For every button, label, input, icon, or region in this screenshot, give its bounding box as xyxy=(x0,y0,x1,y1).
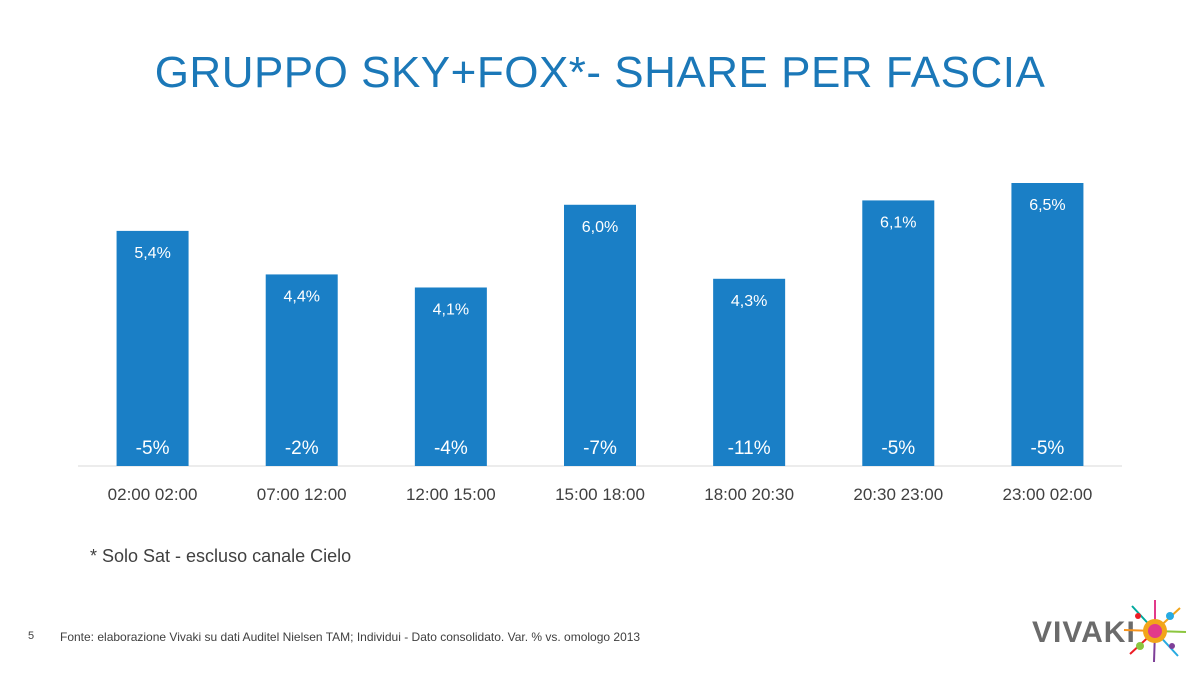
bar-2 xyxy=(265,274,338,466)
bar-value-label-5: 4,3% xyxy=(731,293,767,310)
bar-variation-label-5: -11% xyxy=(728,438,771,459)
bar-value-label-4: 6,0% xyxy=(582,219,618,236)
bar-6 xyxy=(862,200,935,466)
bar-value-label-7: 6,5% xyxy=(1029,197,1065,214)
bar-value-label-3: 4,1% xyxy=(433,301,469,318)
bar-value-label-1: 5,4% xyxy=(134,245,170,262)
x-tick-label-7: 23:00 02:00 xyxy=(1003,485,1093,504)
bar-variation-label-7: -5% xyxy=(1031,438,1065,459)
bar-value-label-6: 6,1% xyxy=(880,214,916,231)
bar-chart: 5,4% -5% 02:00 02:00 4,4% -2% 07:00 12:00 4,1%… xyxy=(78,183,1122,504)
page-title: GRUPPO SKY+FOX*- SHARE PER FASCIA xyxy=(154,48,1046,97)
bar-1 xyxy=(116,230,189,466)
footnote: * Solo Sat - escluso canale Cielo xyxy=(90,546,352,566)
vivaki-logo-icon xyxy=(1123,600,1187,663)
x-tick-label-6: 20:30 23:00 xyxy=(853,485,943,504)
x-tick-label-2: 07:00 12:00 xyxy=(257,485,347,504)
bar-variation-label-6: -5% xyxy=(881,438,915,459)
x-tick-label-5: 18:00 20:30 xyxy=(704,485,794,504)
bar-7 xyxy=(1011,183,1084,466)
x-tick-label-1: 02:00 02:00 xyxy=(108,485,198,504)
bar-4 xyxy=(564,204,636,466)
page-number: 5 xyxy=(28,630,35,642)
bar-variation-label-3: -4% xyxy=(434,438,468,459)
bar-variation-label-2: -2% xyxy=(285,438,319,459)
x-tick-label-4: 15:00 18:00 xyxy=(555,485,645,504)
bar-variation-label-1: -5% xyxy=(136,438,170,459)
x-tick-label-3: 12:00 15:00 xyxy=(406,485,496,504)
source-note: Fonte: elaborazione Vivaki su dati Audit… xyxy=(60,630,641,644)
bar-variation-label-4: -7% xyxy=(583,438,617,459)
bar-value-label-2: 4,4% xyxy=(283,288,319,305)
bar-3 xyxy=(414,287,487,466)
bar-5 xyxy=(713,278,786,466)
vivaki-logo-text: VIVAKI xyxy=(1032,616,1136,649)
bars-group: 5,4% -5% 02:00 02:00 4,4% -2% 07:00 12:00 4,1%… xyxy=(108,183,1093,504)
